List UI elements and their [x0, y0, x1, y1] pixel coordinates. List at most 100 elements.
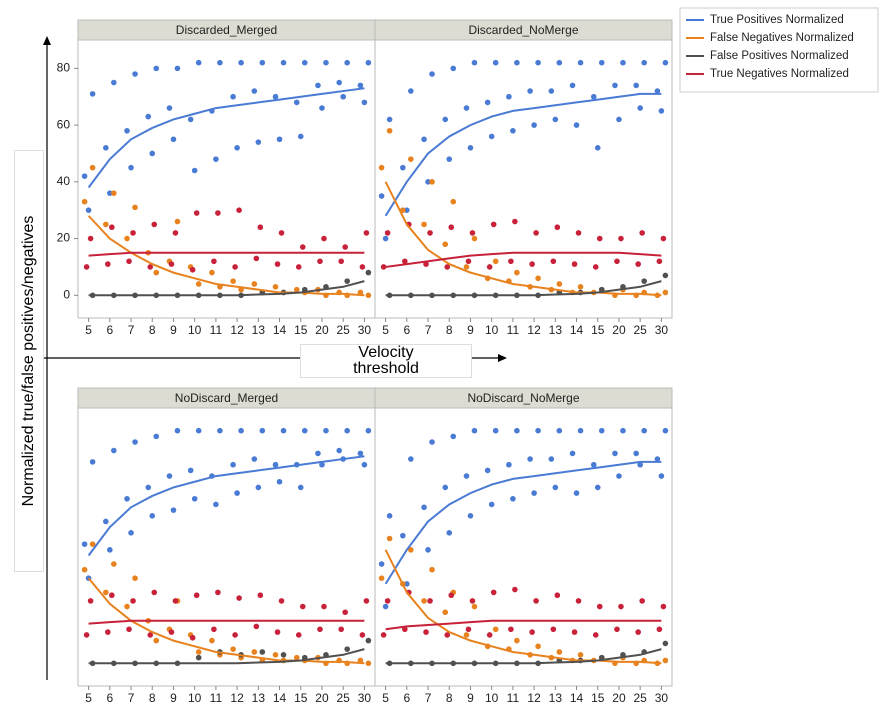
- data-point: [213, 501, 219, 508]
- data-point: [103, 518, 109, 525]
- data-point: [471, 235, 478, 242]
- data-point: [641, 278, 647, 284]
- x-tick-label: 6: [106, 691, 113, 705]
- data-point: [442, 609, 449, 616]
- data-point: [450, 65, 457, 72]
- data-point: [280, 427, 287, 434]
- data-point: [103, 589, 109, 596]
- x-tick-label: 30: [655, 323, 669, 337]
- data-point: [103, 144, 109, 151]
- y-axis-label-box: Normalized true/false positives/negative…: [14, 150, 44, 572]
- x-tick-label: 6: [403, 323, 410, 337]
- data-point: [637, 461, 643, 468]
- data-point: [590, 93, 597, 100]
- data-point: [83, 632, 90, 638]
- x-tick-label: 8: [446, 323, 453, 337]
- fit-line: [87, 577, 365, 665]
- fit-line: [88, 280, 365, 297]
- data-point: [408, 156, 414, 162]
- x-tick-label: 13: [252, 691, 266, 705]
- data-point: [492, 59, 499, 66]
- data-point: [598, 59, 605, 66]
- data-point: [107, 190, 113, 196]
- data-point: [554, 592, 561, 599]
- data-point: [620, 59, 626, 66]
- data-point: [471, 603, 478, 610]
- data-point: [338, 258, 344, 265]
- data-point: [319, 105, 325, 111]
- data-point: [656, 258, 663, 265]
- data-point: [87, 235, 94, 242]
- data-point: [299, 603, 306, 610]
- data-point: [442, 241, 449, 248]
- data-point: [234, 490, 240, 496]
- data-point: [251, 649, 258, 655]
- data-point: [340, 93, 346, 100]
- data-point: [147, 632, 154, 638]
- data-point: [512, 218, 518, 225]
- data-point: [365, 427, 372, 434]
- data-point: [469, 598, 476, 604]
- data-point: [529, 629, 535, 635]
- y-tick-label: 40: [57, 174, 71, 188]
- x-tick-label: 8: [149, 323, 156, 337]
- data-point: [488, 501, 495, 508]
- data-point: [662, 427, 669, 434]
- data-point: [251, 281, 258, 287]
- data-point: [378, 164, 385, 171]
- data-point: [552, 484, 559, 491]
- data-point: [384, 230, 391, 236]
- data-point: [575, 598, 582, 604]
- x-tick-label: 9: [467, 323, 474, 337]
- data-point: [429, 71, 435, 77]
- data-point: [253, 623, 260, 630]
- data-point: [425, 547, 431, 553]
- data-point: [336, 79, 342, 86]
- data-point: [548, 456, 555, 462]
- x-tick-label: 7: [128, 323, 135, 337]
- data-point: [463, 264, 470, 270]
- x-tick-label: 14: [273, 691, 287, 705]
- fit-line: [384, 549, 662, 665]
- data-point: [535, 275, 541, 282]
- x-tick-label: 9: [170, 323, 177, 337]
- data-point: [444, 632, 451, 638]
- data-point: [633, 82, 639, 89]
- data-point: [187, 116, 194, 123]
- data-point: [548, 88, 555, 94]
- data-point: [641, 59, 647, 66]
- data-point: [616, 116, 622, 123]
- y-axis-label: Normalized true/false positives/negative…: [20, 215, 37, 507]
- data-point: [230, 278, 236, 284]
- data-point: [89, 164, 96, 171]
- data-point: [612, 82, 618, 89]
- data-point: [463, 473, 470, 479]
- x-tick-label: 5: [382, 323, 389, 337]
- x-tick-label: 11: [507, 323, 520, 337]
- data-point: [556, 649, 563, 655]
- data-point: [506, 93, 512, 100]
- data-point: [463, 105, 470, 111]
- panel-title: NoDiscard_Merged: [175, 391, 278, 405]
- data-point: [189, 266, 196, 273]
- data-point: [209, 269, 215, 276]
- data-point: [195, 281, 202, 287]
- data-point: [577, 427, 584, 434]
- x-tick-label: 9: [467, 691, 474, 705]
- data-point: [168, 261, 175, 267]
- data-point: [81, 198, 88, 205]
- data-point: [490, 221, 497, 228]
- data-point: [217, 59, 223, 66]
- data-point: [382, 235, 389, 242]
- data-point: [550, 258, 557, 265]
- data-point: [126, 258, 132, 265]
- data-point: [404, 207, 410, 214]
- data-point: [569, 82, 576, 89]
- x-tick-label: 20: [612, 691, 626, 705]
- data-point: [151, 221, 158, 228]
- data-point: [365, 59, 372, 66]
- data-point: [132, 439, 138, 445]
- data-point: [232, 632, 238, 638]
- data-point: [380, 632, 387, 638]
